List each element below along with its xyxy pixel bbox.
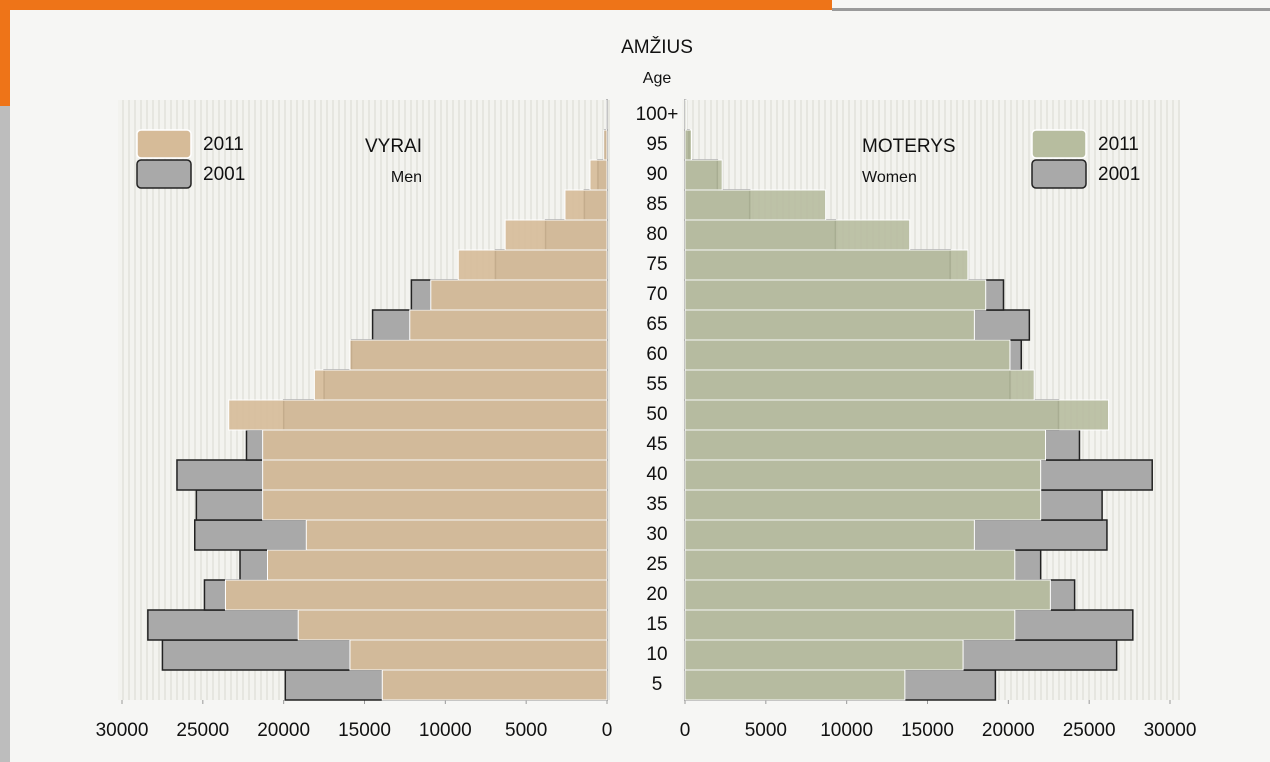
panel-title: VYRAI	[365, 136, 422, 157]
bar	[685, 280, 986, 310]
bar	[263, 460, 607, 490]
bar	[431, 280, 607, 310]
bar	[685, 160, 722, 190]
legend-swatch	[137, 130, 191, 158]
y-tick-label: 55	[646, 374, 667, 395]
y-tick-label: 90	[646, 164, 667, 185]
panel-subtitle: Men	[391, 169, 422, 186]
bar	[685, 250, 968, 280]
y-tick-label: 70	[646, 284, 667, 305]
bar	[306, 520, 607, 550]
y-tick-label: 65	[646, 314, 667, 335]
bar	[382, 670, 607, 700]
bar	[685, 130, 691, 160]
bar	[685, 370, 1034, 400]
side-bar	[0, 0, 10, 106]
bar	[229, 400, 607, 430]
y-tick-label: 85	[646, 194, 667, 215]
y-tick-label: 15	[646, 614, 667, 635]
x-tick-label: 25000	[1063, 720, 1116, 741]
bar	[685, 400, 1109, 430]
y-tick-label: 25	[646, 554, 667, 575]
x-tick-label: 10000	[419, 720, 472, 741]
y-tick-label: 95	[646, 134, 667, 155]
x-tick-label: 10000	[820, 720, 873, 741]
legend-label: 2001	[1098, 164, 1140, 185]
legend-swatch	[1032, 160, 1086, 188]
y-tick-label: 5	[652, 674, 663, 695]
y-tick-label: 10	[646, 644, 667, 665]
x-tick-label: 5000	[745, 720, 787, 741]
bar	[565, 190, 607, 220]
top-line	[832, 8, 1270, 11]
x-tick-label: 0	[680, 720, 691, 741]
y-tick-label: 30	[646, 524, 667, 545]
y-tick-label: 35	[646, 494, 667, 515]
side-strip	[0, 106, 10, 762]
bar	[685, 430, 1046, 460]
bar	[263, 490, 607, 520]
y-tick-label: 75	[646, 254, 667, 275]
x-tick-label: 15000	[901, 720, 954, 741]
legend-label: 2001	[203, 164, 245, 185]
y-tick-label: 100+	[636, 104, 679, 125]
y-axis-title: AMŽIUS	[621, 36, 693, 58]
bar	[685, 460, 1041, 490]
bar	[685, 490, 1041, 520]
bar	[298, 610, 607, 640]
y-tick-label: 60	[646, 344, 667, 365]
bar	[268, 550, 608, 580]
x-tick-label: 30000	[1144, 720, 1197, 741]
bar	[685, 520, 974, 550]
bar	[685, 340, 1010, 370]
bar	[685, 610, 1015, 640]
x-tick-label: 0	[602, 720, 613, 741]
x-tick-label: 20000	[257, 720, 310, 741]
bar	[685, 640, 963, 670]
bar	[685, 550, 1015, 580]
bar	[350, 640, 607, 670]
bar	[604, 130, 607, 160]
x-tick-label: 30000	[96, 720, 149, 741]
y-tick-label: 50	[646, 404, 667, 425]
x-tick-label: 15000	[338, 720, 391, 741]
y-tick-label: 20	[646, 584, 667, 605]
legend-swatch	[1032, 130, 1086, 158]
top-bar	[0, 0, 832, 10]
y-tick-label: 45	[646, 434, 667, 455]
panel-subtitle: Women	[862, 169, 917, 186]
bar	[590, 160, 607, 190]
bar	[685, 100, 686, 130]
bar	[314, 370, 607, 400]
y-tick-label: 80	[646, 224, 667, 245]
bar	[458, 250, 607, 280]
legend-label: 2011	[203, 134, 244, 155]
x-tick-label: 20000	[982, 720, 1035, 741]
x-tick-label: 5000	[505, 720, 547, 741]
bar	[685, 220, 910, 250]
bar	[263, 430, 607, 460]
chart: AMŽIUS Age 5 10 15 20 25 30 35 40 45 50 55 60 65 70 75…	[0, 0, 1270, 762]
legend-swatch	[137, 160, 191, 188]
bar	[685, 580, 1050, 610]
bar	[410, 310, 607, 340]
bar	[685, 310, 974, 340]
y-tick-label: 40	[646, 464, 667, 485]
bar	[505, 220, 607, 250]
panel-title: MOTERYS	[862, 136, 956, 157]
y-axis-subtitle: Age	[643, 70, 672, 87]
bar	[225, 580, 607, 610]
x-tick-label: 25000	[176, 720, 229, 741]
page: AMŽIUS Age 5 10 15 20 25 30 35 40 45 50 55 60 65 70 75…	[0, 0, 1270, 762]
bar	[350, 340, 607, 370]
legend-label: 2011	[1098, 134, 1139, 155]
bar	[685, 670, 905, 700]
bar	[685, 190, 826, 220]
